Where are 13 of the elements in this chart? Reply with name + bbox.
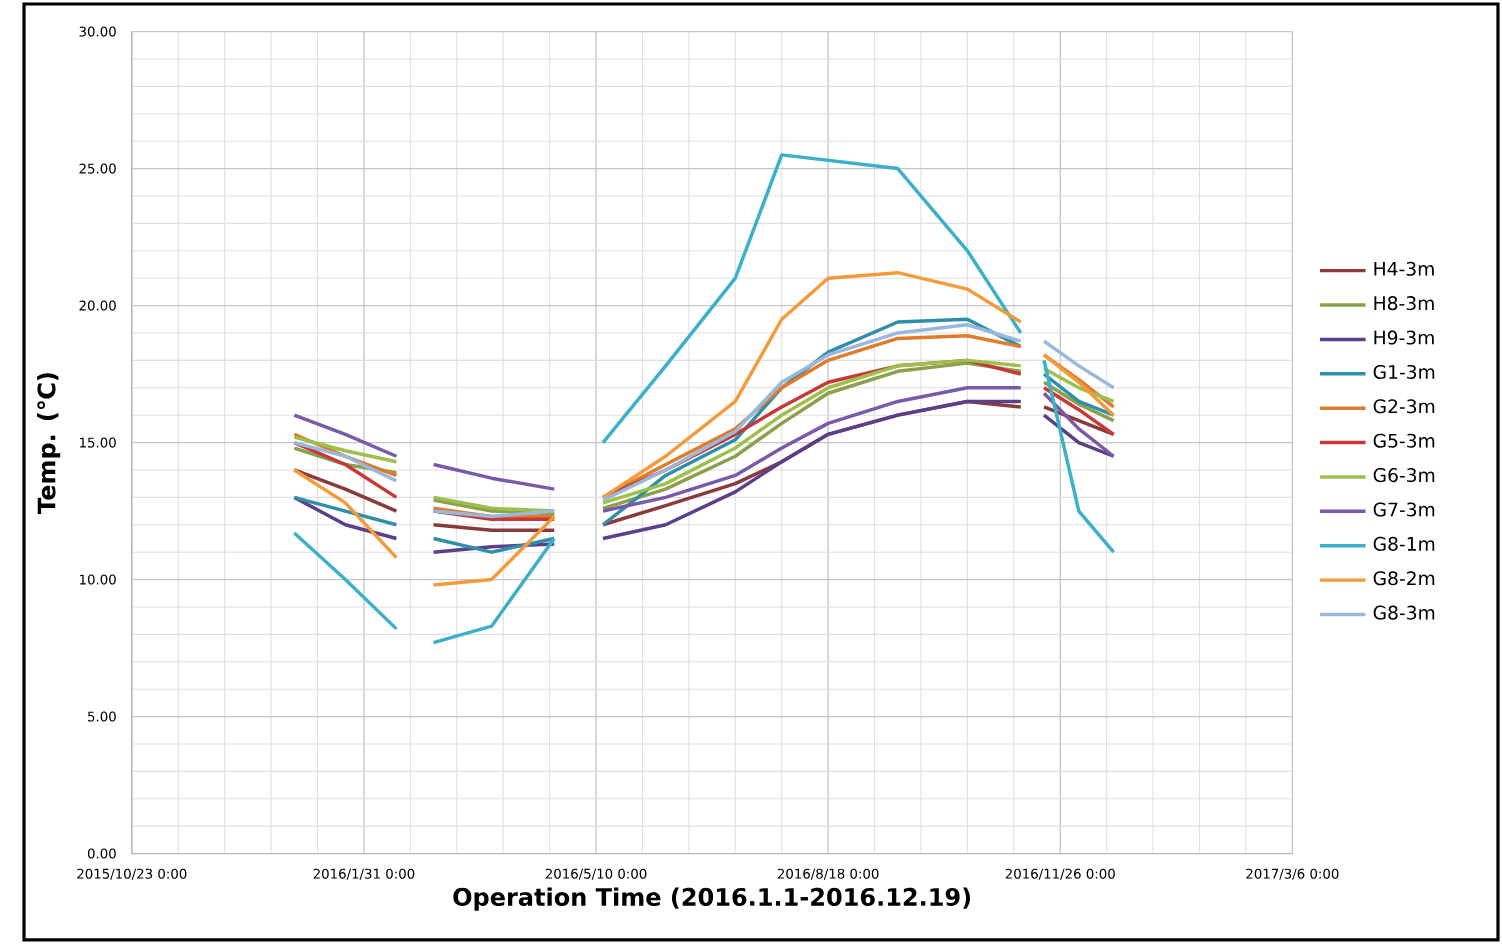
legend-label: G6-3m bbox=[1373, 468, 1435, 483]
legend-label: G8-3m bbox=[1373, 605, 1435, 620]
x-axis-title: Operation Time (2016.1.1-2016.12.19) bbox=[453, 887, 971, 911]
legend-label: G5-3m bbox=[1373, 433, 1435, 448]
legend-label: G8-1m bbox=[1373, 536, 1435, 551]
legend-label: H9-3m bbox=[1374, 330, 1434, 345]
legend-label: G7-3m bbox=[1373, 502, 1435, 517]
legend-label: H8-3m bbox=[1374, 296, 1434, 311]
y-axis-title: Temp. (℃) bbox=[37, 373, 61, 514]
legend-label: G8-2m bbox=[1373, 571, 1435, 586]
legend-label: G2-3m bbox=[1373, 399, 1435, 414]
legend-label: H4-3m bbox=[1374, 261, 1434, 276]
legend-label: G1-3m bbox=[1373, 364, 1435, 379]
